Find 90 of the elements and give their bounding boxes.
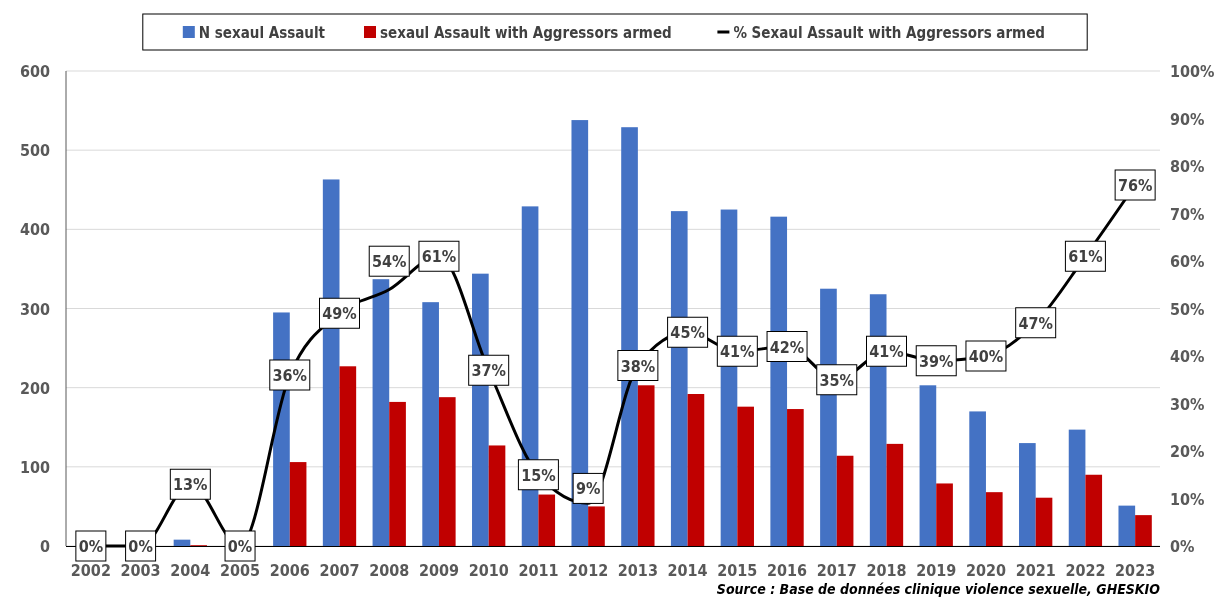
bar bbox=[687, 394, 705, 546]
bar bbox=[1068, 429, 1086, 546]
bar bbox=[836, 455, 854, 546]
legend-label: N sexaul Assault bbox=[198, 24, 326, 42]
x-tick-label: 2002 bbox=[70, 561, 111, 580]
y-tick-label: 300 bbox=[19, 299, 50, 319]
x-tick-label: 2022 bbox=[1065, 561, 1106, 580]
x-tick-label: 2019 bbox=[916, 561, 957, 580]
data-label: 0% bbox=[128, 537, 153, 556]
data-label: 15% bbox=[521, 465, 556, 485]
bar bbox=[936, 483, 953, 546]
y-tick-label: 0 bbox=[39, 537, 50, 556]
data-label: 13% bbox=[173, 475, 208, 495]
bar bbox=[919, 385, 937, 546]
y2-tick-label: 70% bbox=[1170, 204, 1205, 224]
data-label: 49% bbox=[322, 304, 357, 324]
y-tick-label: 400 bbox=[19, 220, 50, 240]
data-label: 37% bbox=[471, 361, 506, 381]
bar bbox=[1135, 515, 1152, 546]
y2-tick-label: 100% bbox=[1170, 62, 1215, 81]
bar bbox=[886, 443, 904, 546]
y2-tick-label: 40% bbox=[1170, 347, 1205, 366]
y2-tick-label: 20% bbox=[1170, 442, 1205, 461]
x-tick-label: 2013 bbox=[617, 561, 658, 580]
x-tick-label: 2015 bbox=[717, 561, 758, 580]
x-tick-label: 2004 bbox=[170, 561, 211, 580]
x-tick-label: 2012 bbox=[568, 561, 609, 580]
bar bbox=[969, 411, 986, 546]
bar bbox=[787, 409, 804, 546]
bar bbox=[488, 445, 506, 546]
bar bbox=[422, 302, 439, 546]
legend-label: sexaul Assault with Aggressors armed bbox=[380, 24, 672, 42]
x-tick-label: 2018 bbox=[866, 561, 907, 580]
bar bbox=[173, 539, 191, 546]
x-tick-label: 2006 bbox=[269, 561, 310, 580]
x-tick-label: 2010 bbox=[468, 561, 509, 580]
legend-label: % Sexaul Assault with Aggressors armed bbox=[733, 24, 1046, 42]
x-tick-label: 2021 bbox=[1015, 561, 1056, 580]
data-label: 0% bbox=[78, 537, 104, 556]
y2-tick-label: 60% bbox=[1170, 252, 1205, 271]
y2-tick-label: 80% bbox=[1170, 157, 1205, 176]
data-label: 0% bbox=[227, 537, 253, 556]
bar bbox=[1085, 474, 1103, 546]
data-label: 38% bbox=[620, 356, 656, 376]
x-tick-label: 2023 bbox=[1115, 561, 1156, 580]
y-tick-label: 200 bbox=[19, 378, 50, 398]
x-tick-label: 2014 bbox=[667, 561, 708, 580]
data-label: 35% bbox=[819, 370, 854, 390]
bar bbox=[289, 462, 307, 546]
y2-tick-label: 50% bbox=[1170, 299, 1205, 319]
y2-tick-label: 30% bbox=[1170, 394, 1205, 414]
x-tick-label: 2007 bbox=[319, 561, 360, 580]
y2-tick-label: 90% bbox=[1170, 109, 1205, 129]
bar bbox=[389, 401, 406, 546]
y2-tick-label: 10% bbox=[1170, 489, 1205, 509]
x-tick-label: 2003 bbox=[120, 561, 161, 580]
y-tick-label: 500 bbox=[19, 141, 50, 161]
x-tick-label: 2020 bbox=[965, 561, 1006, 580]
data-label: 61% bbox=[1068, 247, 1103, 267]
bar bbox=[1118, 505, 1136, 546]
bar bbox=[438, 397, 456, 546]
data-label: 47% bbox=[1018, 313, 1053, 333]
y2-tick-label: 0% bbox=[1170, 537, 1195, 556]
x-tick-label: 2017 bbox=[816, 561, 857, 580]
x-tick-label: 2008 bbox=[369, 561, 410, 580]
data-label: 36% bbox=[272, 366, 307, 385]
source-note: Source : Base de données clinique violence sexuelle, GHESKIO bbox=[716, 581, 1161, 597]
bar bbox=[985, 492, 1003, 546]
data-label: 54% bbox=[372, 252, 407, 272]
data-label: 39% bbox=[919, 351, 954, 371]
bar bbox=[339, 366, 357, 546]
data-label: 45% bbox=[670, 323, 705, 343]
y-tick-label: 600 bbox=[19, 62, 50, 81]
bar bbox=[737, 406, 754, 546]
data-label: 61% bbox=[421, 247, 457, 267]
data-label: 40% bbox=[968, 347, 1004, 366]
bar bbox=[538, 494, 556, 546]
bar bbox=[637, 385, 655, 546]
data-label: 41% bbox=[869, 342, 904, 362]
bar bbox=[1019, 443, 1036, 546]
data-label: 42% bbox=[769, 337, 805, 357]
y-tick-label: 100 bbox=[19, 457, 50, 477]
data-label: 9% bbox=[575, 479, 601, 499]
x-tick-label: 2011 bbox=[518, 561, 559, 580]
data-label: 41% bbox=[720, 342, 755, 362]
x-tick-label: 2009 bbox=[418, 561, 459, 580]
x-tick-label: 2016 bbox=[767, 561, 808, 580]
bar bbox=[1035, 497, 1053, 546]
x-tick-label: 2005 bbox=[220, 561, 261, 580]
data-label: 76% bbox=[1117, 176, 1153, 195]
